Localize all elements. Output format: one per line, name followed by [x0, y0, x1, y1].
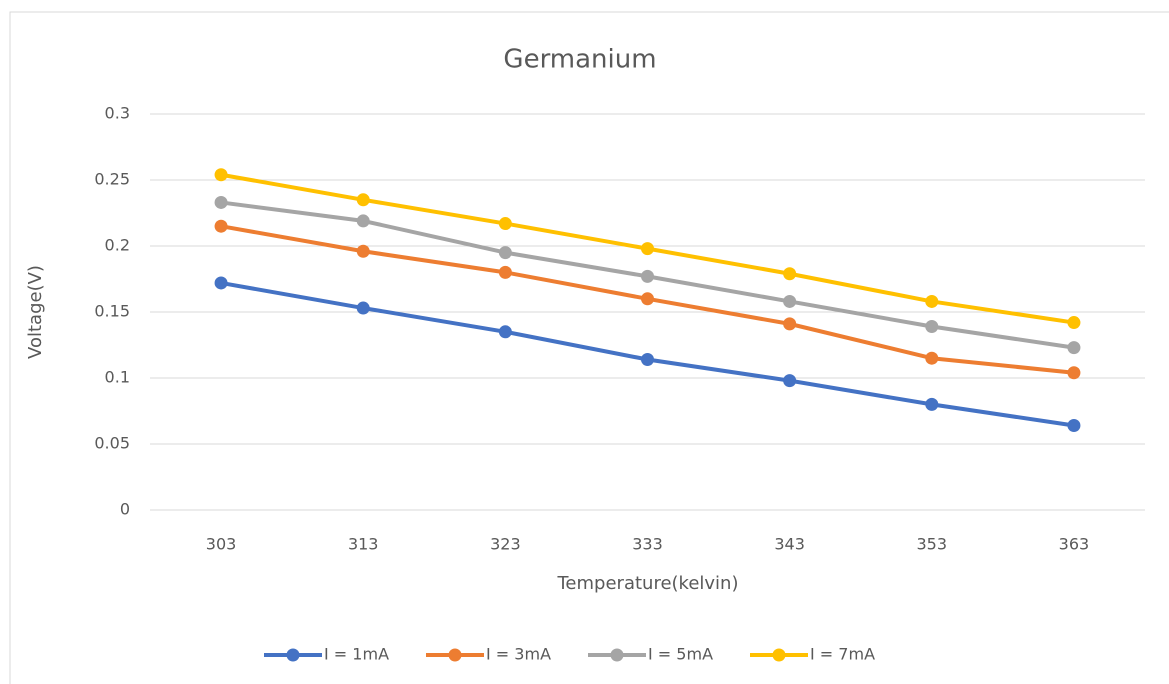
y-axis-title: Voltage(V) [25, 265, 46, 359]
y-tick-label: 0.25 [94, 170, 130, 189]
point [498, 246, 512, 260]
x-axis-title: Temperature(kelvin) [557, 573, 739, 594]
point [1067, 341, 1081, 355]
legend-label: I = 5mA [648, 645, 713, 664]
point [641, 353, 654, 367]
point [641, 269, 654, 283]
point [925, 294, 939, 308]
y-tick-label: 0.2 [105, 236, 130, 255]
x-tick-label: 333 [632, 535, 663, 554]
x-tick-label: 353 [917, 535, 948, 554]
point [214, 168, 228, 182]
point [214, 195, 228, 209]
y-tick-label: 0.05 [94, 434, 130, 453]
point [783, 294, 797, 308]
point [214, 276, 228, 290]
point [1067, 419, 1081, 433]
y-tick-label: 0.3 [105, 104, 130, 123]
x-tick-label: 343 [774, 535, 805, 554]
point [356, 193, 370, 207]
point [925, 320, 939, 334]
chart-title: Germanium [503, 45, 656, 75]
legend-label: I = 1mA [324, 645, 389, 664]
point [641, 292, 654, 306]
legend-label: I = 7mA [810, 645, 875, 664]
point [641, 242, 654, 256]
point [214, 219, 228, 233]
point [1067, 366, 1081, 380]
point [783, 374, 797, 388]
legend-marker [610, 648, 624, 662]
point [783, 317, 797, 331]
point [1067, 316, 1081, 330]
y-tick-label: 0 [120, 500, 130, 519]
legend-marker [448, 648, 462, 662]
point [356, 301, 370, 315]
x-tick-label: 303 [206, 535, 237, 554]
point [356, 244, 370, 258]
point [498, 217, 512, 231]
legend-marker [286, 648, 300, 662]
point [925, 351, 939, 365]
point [498, 265, 512, 279]
point [783, 267, 797, 281]
y-tick-label: 0.1 [105, 368, 130, 387]
point [356, 214, 370, 228]
x-tick-label: 363 [1059, 535, 1090, 554]
point [498, 325, 512, 339]
legend-marker [772, 648, 786, 662]
x-tick-label: 323 [490, 535, 521, 554]
x-tick-label: 313 [348, 535, 379, 554]
point [925, 397, 939, 411]
y-tick-label: 0.15 [94, 302, 130, 321]
legend-label: I = 3mA [486, 645, 551, 664]
